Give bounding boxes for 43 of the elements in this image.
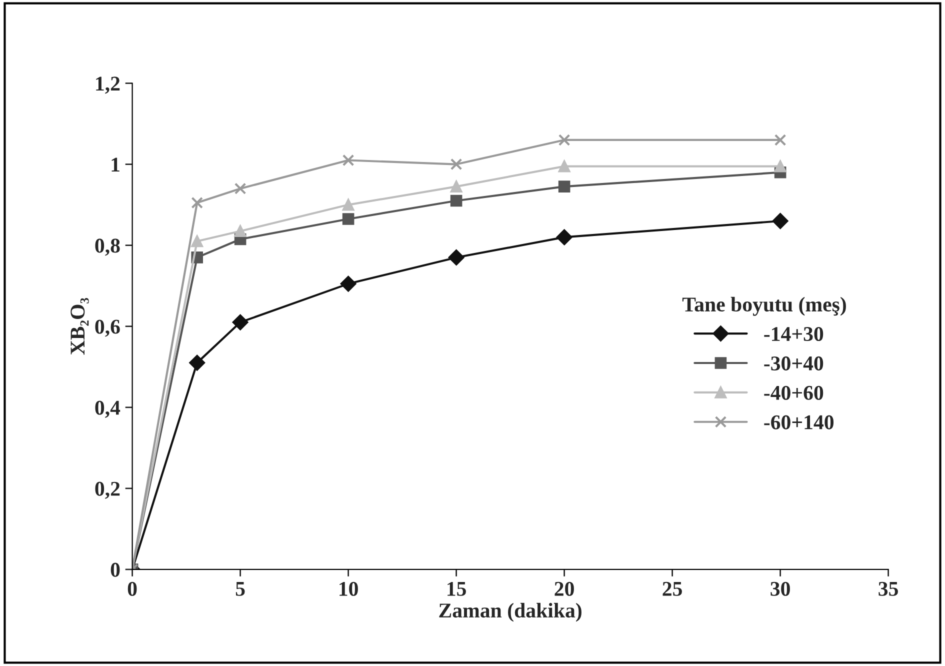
x-axis-title: Zaman (dakika): [439, 602, 582, 622]
point: [342, 198, 354, 211]
point: [450, 158, 462, 170]
y-axis-title: XB₂O₃: [70, 298, 89, 355]
point: [450, 194, 462, 207]
point: [342, 154, 354, 166]
point: [191, 196, 204, 209]
point: [191, 235, 204, 248]
point: [772, 213, 788, 229]
x-tick-label: 15: [448, 582, 466, 596]
y-tick-label: 1,2: [96, 76, 120, 94]
point: [189, 354, 206, 371]
y-tick-label: 0,6: [95, 320, 120, 337]
x-tick-label: 5: [236, 582, 245, 596]
point: [448, 250, 464, 266]
legend-label: -40+60: [764, 386, 824, 400]
point: [340, 276, 356, 292]
point: [342, 213, 354, 225]
point: [232, 314, 248, 330]
x-tick-label: 25: [662, 582, 682, 596]
legend-label: -30+40: [764, 356, 824, 370]
point: [556, 229, 572, 246]
point: [558, 160, 570, 172]
x-tick-label: 20: [554, 582, 574, 596]
legend-title: Tane boyutu (meş): [682, 296, 846, 316]
x-tick-label: 0: [128, 582, 137, 596]
legend-label: -14+30: [764, 326, 824, 342]
point: [774, 160, 786, 172]
point: [450, 180, 462, 192]
y-tick-label: 0,4: [95, 400, 120, 418]
point: [558, 180, 570, 192]
x-tick-label: 10: [340, 582, 358, 596]
x-tick-label: 35: [878, 582, 898, 596]
x-tick-label: 30: [770, 582, 790, 596]
legend-label: -60+140: [764, 415, 834, 430]
y-tick-label: 0: [110, 562, 120, 577]
y-tick-label: 0,8: [95, 238, 120, 256]
point: [774, 134, 786, 146]
y-tick-label: 0,2: [95, 482, 120, 499]
y-tick-label: 1: [112, 158, 120, 172]
point: [234, 182, 246, 194]
point: [234, 225, 246, 238]
point: [558, 134, 570, 146]
